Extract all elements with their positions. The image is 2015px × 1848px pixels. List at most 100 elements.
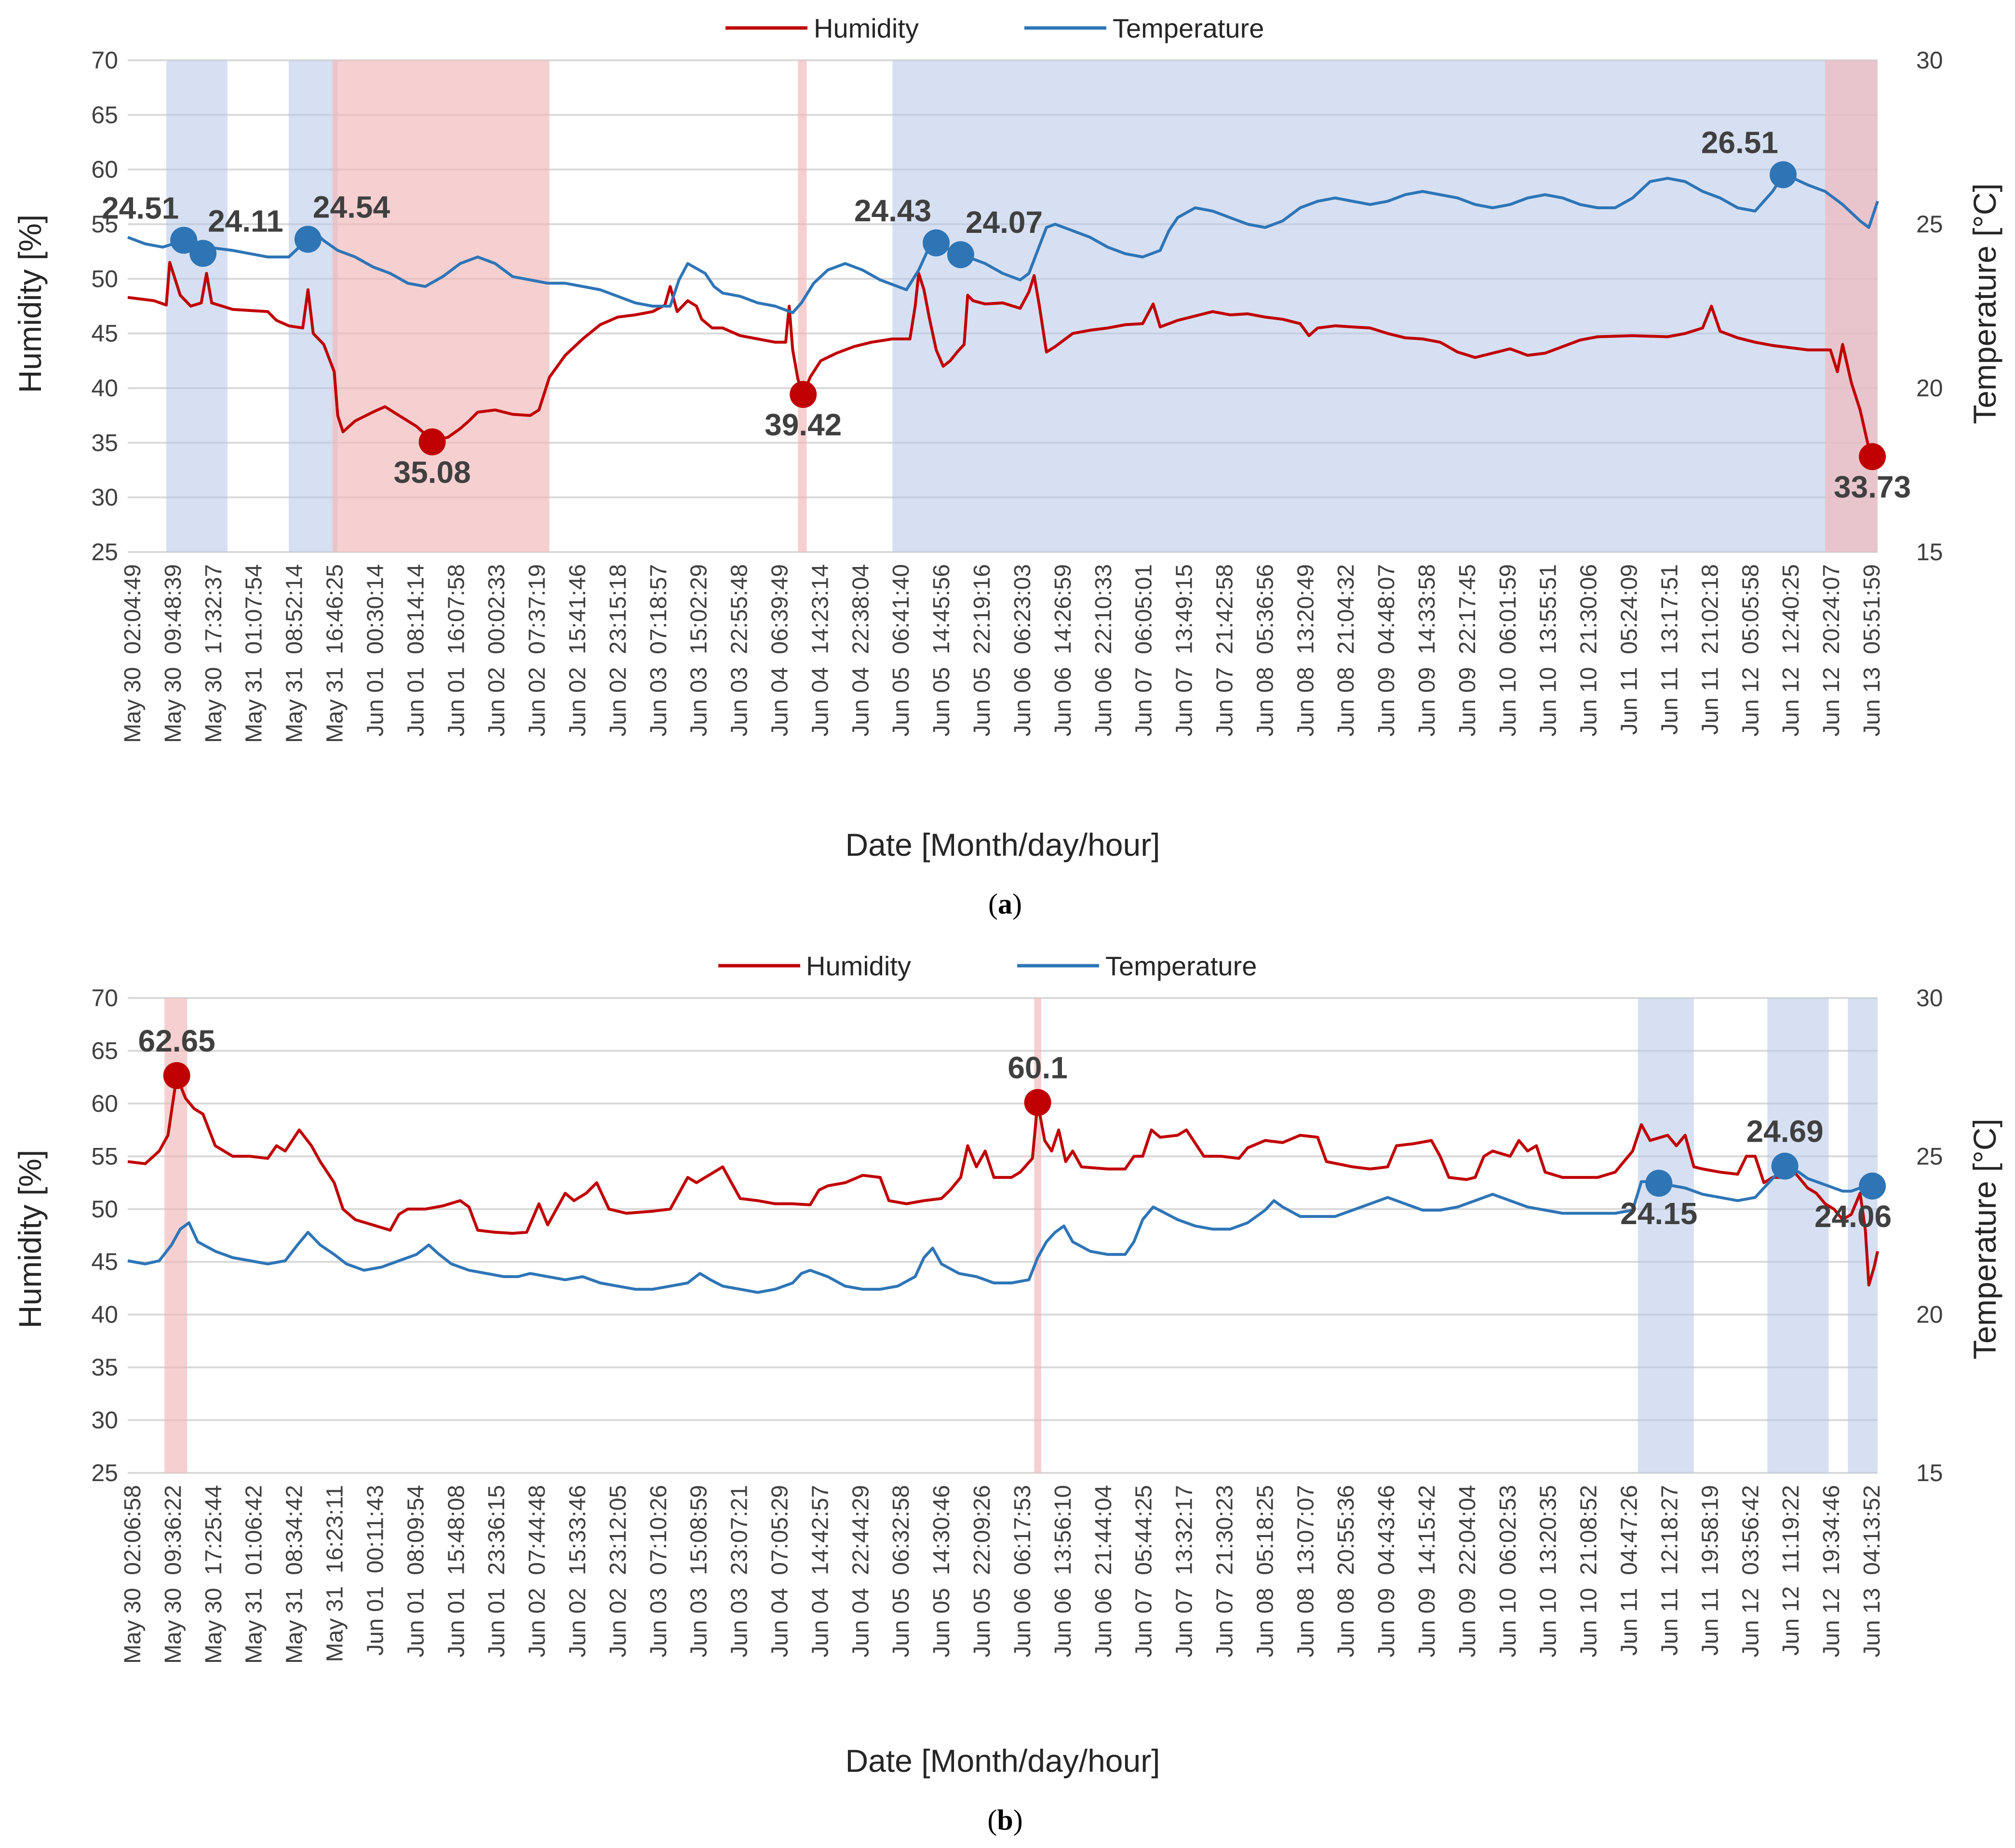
y2-tick-label: 20 [1916, 1301, 1943, 1328]
x-tick-label: May 31 01:06:42 [242, 1485, 267, 1664]
x-tick-label: May 30 17:25:44 [201, 1485, 227, 1664]
y2-tick-label: 15 [1916, 539, 1943, 566]
data-label: 39.42 [765, 407, 842, 442]
data-label: 62.65 [138, 1024, 215, 1058]
marker-temperature [947, 241, 974, 269]
x-tick-label: May 31 01:07:54 [242, 564, 267, 743]
series-line-temperature [127, 1164, 1878, 1294]
x-tick-label: Jun 01 23:36:15 [484, 1485, 510, 1658]
x-tick-label: Jun 12 05:05:58 [1738, 564, 1763, 737]
marker-temperature [1771, 1152, 1799, 1180]
y-tick-label: 70 [91, 47, 118, 74]
x-tick-label: Jun 10 21:08:52 [1576, 1485, 1602, 1658]
data-label: 33.73 [1834, 470, 1911, 504]
x-tick-label: Jun 07 05:44:25 [1131, 1485, 1157, 1658]
x-tick-label: May 30 02:06:58 [120, 1485, 146, 1664]
x-tick-label: Jun 13 04:13:52 [1859, 1485, 1885, 1658]
x-tick-label: Jun 03 15:02:29 [686, 564, 712, 737]
x-tick-label: Jun 09 04:43:46 [1374, 1485, 1399, 1658]
data-label: 24.69 [1746, 1114, 1824, 1149]
highlight-band-blue [892, 60, 1878, 552]
x-tick-label: Jun 01 15:48:08 [443, 1485, 469, 1658]
x-tick-label: Jun 06 06:23:03 [1010, 564, 1035, 737]
y-tick-label: 25 [91, 539, 118, 566]
y-tick-label: 50 [91, 1196, 118, 1223]
marker-humidity [790, 381, 817, 408]
x-tick-label: Jun 12 12:40:25 [1778, 564, 1804, 737]
y-tick-label: 35 [91, 1354, 118, 1381]
x-tick-label: Jun 07 21:30:23 [1212, 1485, 1237, 1658]
y2-axis-label-a: Temperature [°C] [1967, 183, 2002, 424]
x-tick-label: Jun 11 21:02:18 [1697, 564, 1723, 735]
x-tick-label: Jun 08 13:07:07 [1293, 1485, 1318, 1658]
series-line-temperature [127, 174, 1879, 314]
x-tick-label: Jun 07 06:05:01 [1131, 564, 1157, 737]
x-tick-label: Jun 03 07:18:57 [646, 564, 672, 737]
data-label: 26.51 [1701, 125, 1778, 160]
y2-axis-label-b: Temperature [°C] [1967, 1119, 2002, 1360]
y-axis-label-b: Humidity [%] [12, 1150, 48, 1328]
marker-humidity [163, 1062, 190, 1089]
series-line-humidity [127, 261, 1879, 455]
legend-humidity-label: Humidity [806, 951, 911, 981]
x-tick-label: Jun 05 06:41:40 [888, 564, 914, 737]
x-tick-label: Jun 01 08:14:14 [403, 564, 429, 737]
highlight-band-red [332, 60, 550, 552]
y-tick-label: 50 [91, 265, 118, 292]
x-tick-label: Jun 09 14:15:42 [1414, 1485, 1440, 1658]
y2-tick-label: 20 [1916, 375, 1943, 402]
y-tick-label: 65 [91, 101, 118, 128]
x-tick-label: May 31 16:46:25 [322, 564, 348, 743]
x-tick-label: Jun 04 06:39:49 [767, 564, 793, 737]
data-label: 24.51 [102, 190, 179, 225]
data-label: 24.11 [208, 204, 283, 239]
caption-a: (a) [988, 888, 1022, 920]
marker-temperature [1645, 1170, 1673, 1197]
x-tick-label: May 31 08:34:42 [282, 1485, 308, 1664]
x-tick-label: Jun 02 07:37:19 [524, 564, 550, 737]
series-line-humidity [127, 1075, 1879, 1287]
highlight-band-blue [166, 60, 228, 552]
x-tick-label: Jun 12 19:34:46 [1819, 1485, 1844, 1658]
x-tick-label: Jun 11 05:24:09 [1617, 564, 1642, 735]
x-tick-label: Jun 05 14:45:56 [929, 564, 954, 737]
chart-b: 70 65 60 55 50 45 40 35 30 25 30 25 20 15 May 30 02:06… [12, 951, 2002, 1836]
x-tick-label: Jun 09 14:33:58 [1414, 564, 1440, 737]
x-tick-label: Jun 07 13:32:17 [1172, 1485, 1197, 1658]
marker-humidity [418, 428, 446, 456]
data-label: 24.07 [966, 205, 1043, 240]
x-tick-label: Jun 10 21:30:06 [1576, 564, 1602, 737]
y-tick-label: 45 [91, 320, 118, 347]
plot-area-a: 70 65 60 55 50 45 40 35 30 25 30 25 20 15 May 30 02:04… [91, 47, 1943, 743]
x-tick-label: Jun 03 07:10:26 [646, 1485, 672, 1658]
x-tick-label: Jun 02 15:41:46 [565, 564, 591, 737]
x-tick-label: Jun 13 05:51:59 [1859, 564, 1885, 737]
x-tick-label: Jun 10 06:01:59 [1495, 564, 1521, 737]
y2-tick-label: 25 [1916, 211, 1943, 238]
plot-area-b: 70 65 60 55 50 45 40 35 30 25 30 25 20 15 May 30 02:06… [91, 985, 1943, 1664]
marker-humidity [1024, 1089, 1051, 1116]
marker-temperature [1859, 1173, 1886, 1200]
y-tick-label: 60 [91, 1090, 118, 1117]
x-tick-label: Jun 02 23:12:05 [605, 1485, 631, 1658]
x-tick-label: Jun 01 08:09:54 [403, 1485, 429, 1658]
y-tick-label: 30 [91, 484, 118, 511]
x-tick-label: May 31 16:23:11 [322, 1485, 348, 1662]
x-tick-label: Jun 12 20:24:07 [1819, 564, 1844, 737]
x-tick-label: Jun 04 22:38:04 [848, 564, 873, 737]
x-tick-label: Jun 07 13:49:15 [1172, 564, 1197, 737]
marker-humidity [1859, 443, 1886, 471]
marker-temperature [170, 227, 198, 254]
x-tick-label: Jun 09 22:04:04 [1455, 1485, 1480, 1658]
y-tick-label: 40 [91, 375, 118, 402]
y2-tick-label: 15 [1916, 1459, 1943, 1486]
y2-tick-label: 25 [1916, 1143, 1943, 1170]
data-label: 24.54 [313, 189, 390, 224]
x-tick-label: Jun 10 06:02:53 [1495, 1485, 1521, 1658]
x-tick-label: Jun 02 15:33:46 [565, 1485, 591, 1658]
legend-temperature-label: Temperature [1105, 951, 1257, 981]
data-label: 60.1 [1008, 1051, 1068, 1085]
x-tick-label: Jun 08 20:55:36 [1333, 1485, 1359, 1658]
x-tick-label: Jun 11 04:47:26 [1617, 1485, 1642, 1656]
x-tick-label: Jun 03 23:07:21 [727, 1485, 752, 1658]
